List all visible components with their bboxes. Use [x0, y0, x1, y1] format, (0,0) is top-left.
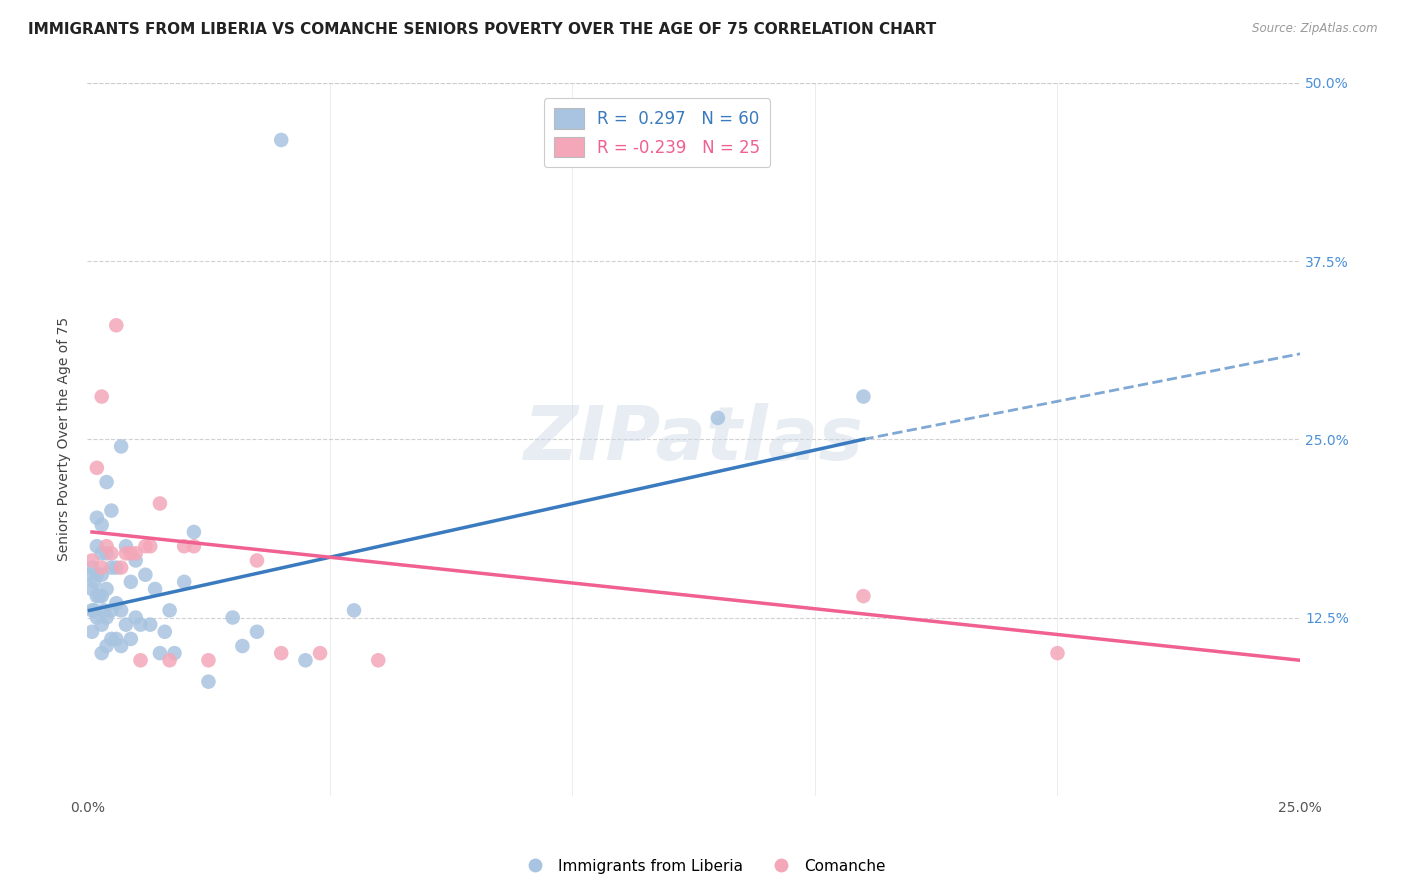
Point: [110, 560, 132, 574]
Point: [124, 610, 146, 624]
Point: [96, 582, 118, 596]
Point: [197, 653, 219, 667]
Point: [120, 574, 142, 589]
Legend: Immigrants from Liberia, Comanche: Immigrants from Liberia, Comanche: [515, 853, 891, 880]
Point: [110, 440, 132, 454]
Point: [173, 539, 195, 553]
Point: [707, 411, 730, 425]
Point: [80, 560, 103, 574]
Point: [100, 546, 122, 560]
Point: [309, 646, 332, 660]
Point: [90, 646, 112, 660]
Point: [852, 589, 875, 603]
Point: [96, 539, 118, 553]
Point: [134, 539, 156, 553]
Point: [105, 632, 128, 646]
Point: [89, 589, 111, 603]
Point: [149, 646, 172, 660]
Point: [90, 589, 112, 603]
Point: [246, 624, 269, 639]
Point: [367, 653, 389, 667]
Point: [270, 133, 292, 147]
Legend: R =  0.297   N = 60, R = -0.239   N = 25: R = 0.297 N = 60, R = -0.239 N = 25: [544, 98, 770, 168]
Point: [270, 646, 292, 660]
Point: [120, 546, 142, 560]
Point: [183, 524, 205, 539]
Point: [343, 603, 366, 617]
Y-axis label: Seniors Poverty Over the Age of 75: Seniors Poverty Over the Age of 75: [58, 318, 72, 561]
Point: [134, 567, 156, 582]
Point: [173, 574, 195, 589]
Point: [139, 539, 162, 553]
Point: [80, 624, 103, 639]
Text: IMMIGRANTS FROM LIBERIA VS COMANCHE SENIORS POVERTY OVER THE AGE OF 75 CORRELATI: IMMIGRANTS FROM LIBERIA VS COMANCHE SENI…: [28, 22, 936, 37]
Point: [100, 560, 122, 574]
Point: [124, 546, 146, 560]
Point: [93, 603, 115, 617]
Point: [105, 318, 128, 333]
Point: [159, 653, 181, 667]
Point: [110, 603, 132, 617]
Point: [197, 674, 219, 689]
Point: [96, 475, 118, 489]
Point: [86, 510, 108, 524]
Point: [124, 553, 146, 567]
Point: [100, 603, 122, 617]
Point: [90, 617, 112, 632]
Point: [105, 596, 128, 610]
Point: [83, 603, 105, 617]
Point: [80, 553, 103, 567]
Point: [79, 567, 101, 582]
Point: [246, 553, 269, 567]
Point: [852, 390, 875, 404]
Point: [80, 582, 103, 596]
Point: [100, 632, 122, 646]
Point: [120, 632, 142, 646]
Point: [86, 567, 108, 582]
Point: [90, 517, 112, 532]
Point: [129, 653, 152, 667]
Point: [139, 617, 162, 632]
Point: [115, 617, 138, 632]
Point: [96, 639, 118, 653]
Point: [163, 646, 186, 660]
Point: [96, 546, 118, 560]
Point: [86, 610, 108, 624]
Point: [143, 582, 166, 596]
Text: ZIPatlas: ZIPatlas: [523, 403, 863, 475]
Point: [115, 546, 138, 560]
Point: [1046, 646, 1069, 660]
Point: [231, 639, 253, 653]
Point: [159, 603, 181, 617]
Point: [86, 589, 108, 603]
Point: [80, 603, 103, 617]
Point: [183, 539, 205, 553]
Point: [90, 546, 112, 560]
Point: [105, 560, 128, 574]
Point: [149, 496, 172, 510]
Point: [90, 560, 112, 574]
Point: [129, 617, 152, 632]
Point: [90, 567, 112, 582]
Point: [86, 539, 108, 553]
Point: [294, 653, 316, 667]
Point: [86, 460, 108, 475]
Point: [100, 503, 122, 517]
Point: [115, 539, 138, 553]
Point: [96, 610, 118, 624]
Point: [153, 624, 176, 639]
Point: [110, 639, 132, 653]
Text: Source: ZipAtlas.com: Source: ZipAtlas.com: [1253, 22, 1378, 36]
Point: [222, 610, 245, 624]
Point: [83, 574, 105, 589]
Point: [90, 390, 112, 404]
